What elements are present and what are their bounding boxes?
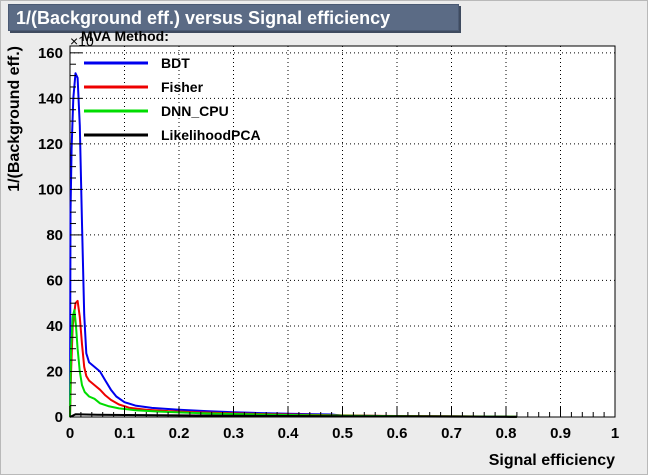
y-tick-label: 40 xyxy=(46,318,63,335)
x-tick-label: 0.2 xyxy=(169,425,190,442)
y-tick-label: 0 xyxy=(55,409,63,426)
legend-title: MVA Method: xyxy=(81,28,169,44)
legend-label: DNN_CPU xyxy=(161,103,229,119)
chart-title: 1/(Background eff.) versus Signal effici… xyxy=(8,4,459,31)
series-line-likelihoodpca xyxy=(69,413,517,418)
y-axis-label: 1/(Background eff.) xyxy=(6,46,23,192)
legend-label: BDT xyxy=(161,55,190,71)
y-tick-label: 160 xyxy=(38,45,63,62)
legend-label: LikelihoodPCA xyxy=(161,127,261,143)
x-tick-label: 0.8 xyxy=(496,425,517,442)
x-tick-label: 0.7 xyxy=(441,425,462,442)
y-tick-label: 140 xyxy=(38,90,63,107)
y-tick-label: 120 xyxy=(38,136,63,153)
y-tick-label: 100 xyxy=(38,181,63,198)
y-tick-label: 60 xyxy=(46,272,63,289)
y-multiplier: ×10 xyxy=(70,33,94,49)
x-tick-label: 0.1 xyxy=(114,425,135,442)
legend: MVA Method: BDT Fisher DNN_CPU LikelihoodPC… xyxy=(81,28,261,143)
legend-label: Fisher xyxy=(161,79,204,95)
x-tick-label: 0.4 xyxy=(278,425,300,442)
y-tick-label: 80 xyxy=(46,227,63,244)
x-tick-label: 0 xyxy=(66,425,74,442)
plot-frame xyxy=(69,45,616,418)
x-tick-label: 0.6 xyxy=(387,425,408,442)
x-tick-label: 1 xyxy=(611,425,619,442)
x-tick-label: 0.3 xyxy=(223,425,244,442)
x-tick-label: 0.5 xyxy=(332,425,353,442)
axes: 0 0.1 0.2 0.3 0.4 0.5 0.6 0.7 0.8 0.9 1 0 20 40 60 80 10… xyxy=(38,45,619,442)
y-tick-label: 20 xyxy=(46,363,63,380)
x-axis-label: Signal efficiency xyxy=(489,452,615,469)
x-tick-label: 0.9 xyxy=(550,425,571,442)
